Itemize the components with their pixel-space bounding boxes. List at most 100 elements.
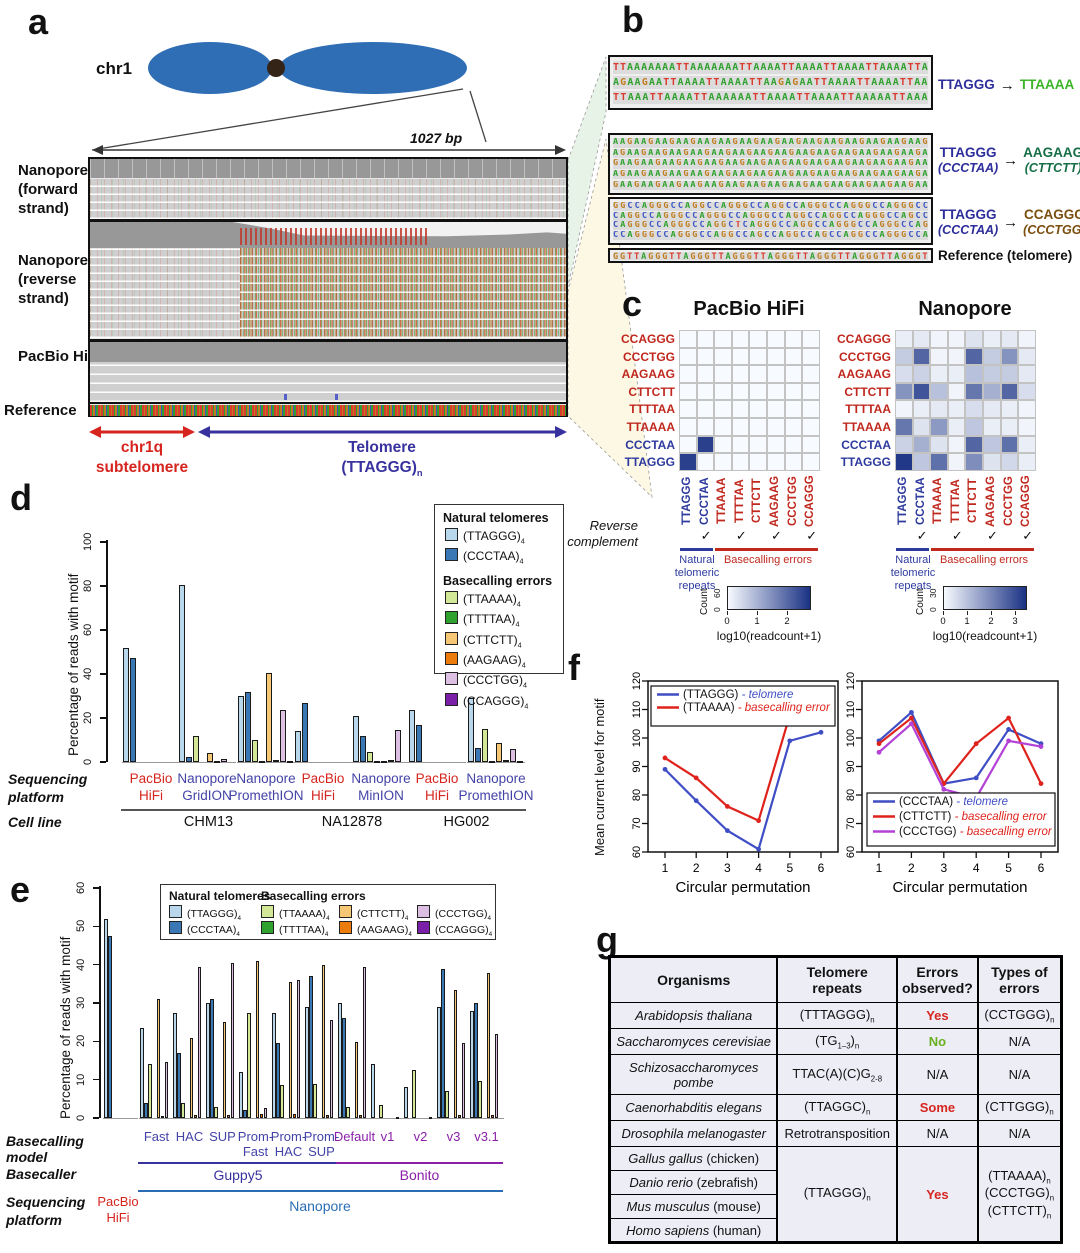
natural-underline bbox=[680, 548, 713, 551]
heatmap-cell bbox=[714, 453, 732, 471]
data-point bbox=[876, 741, 882, 747]
heatmap-cell bbox=[767, 453, 785, 471]
platform-label: PacBio HiFi bbox=[301, 771, 345, 803]
colorbar-tick-label: 0 bbox=[940, 616, 946, 627]
bar-ttttaa bbox=[489, 761, 495, 763]
heatmap-cell bbox=[749, 453, 767, 471]
axis-row-label: Basecaller bbox=[6, 1166, 77, 1182]
heatmap-cell bbox=[947, 435, 966, 454]
legend-swatch bbox=[445, 672, 458, 686]
check-icon: ✓ bbox=[987, 528, 998, 543]
heatmap-cell bbox=[930, 330, 948, 348]
legend-swatch bbox=[445, 590, 458, 604]
legend-entry: (CCCTAA)n - telomere bbox=[899, 796, 1008, 808]
y-tick-label: 110 bbox=[631, 701, 643, 719]
heatmap-cell bbox=[749, 418, 767, 436]
heatmap-cell bbox=[965, 418, 983, 436]
heatmap-cell bbox=[749, 365, 767, 383]
bar-aagaag bbox=[490, 1114, 495, 1118]
platform-label: Nanopore GridION bbox=[177, 771, 237, 803]
motif-from: TTAGGG bbox=[938, 77, 995, 93]
bar-aagaag bbox=[214, 761, 220, 763]
legend-box: Natural telomeres (TTAGGG)4 (CCCTAA)4 Basec… bbox=[434, 504, 564, 710]
bar-aagaag bbox=[160, 1116, 165, 1119]
bar-ccctaa bbox=[309, 976, 313, 1118]
basecalling-model-label: v2 bbox=[413, 1129, 428, 1144]
data-point bbox=[662, 755, 668, 761]
table-cell: Danio rerio (zebrafish) bbox=[608, 1170, 778, 1195]
legend-entry: (CTTCTT)n - basecalling error bbox=[899, 811, 1048, 823]
data-point bbox=[876, 749, 882, 755]
heatmap-cell bbox=[802, 453, 820, 471]
group-baseline bbox=[337, 1118, 373, 1120]
table-cell: TTAC(A)(C)G2-8 bbox=[776, 1054, 897, 1095]
bar-aagaag bbox=[226, 1115, 231, 1118]
basecalling-model-label: Fast bbox=[143, 1129, 170, 1144]
bar-ttaggg bbox=[437, 1006, 441, 1118]
data-point bbox=[1006, 727, 1011, 732]
heatmap-cell bbox=[679, 347, 697, 366]
arrow-right-icon: → bbox=[1003, 151, 1019, 169]
heatmap-cell bbox=[749, 435, 767, 454]
x-axis-label: Circular permutation bbox=[675, 879, 810, 896]
colorbar-tick bbox=[943, 611, 944, 615]
table-row: Caenorhabditis elegans (TTAGGC)n Some (CTTG… bbox=[608, 1094, 1062, 1121]
motif-to: AAGAAG (CTTCTT) bbox=[1023, 145, 1080, 175]
heatmap-row-label: CCAGGG bbox=[837, 332, 891, 346]
table-header: Errors observed? bbox=[895, 956, 978, 1003]
heatmap-cell bbox=[912, 435, 931, 454]
heatmap-cell bbox=[965, 453, 983, 471]
platform-label: Nanopore MinION bbox=[351, 771, 411, 803]
bar-ttaggg bbox=[305, 1006, 309, 1118]
table-cell: N/A bbox=[895, 1054, 978, 1095]
heatmap-cell bbox=[767, 347, 785, 366]
heatmap-cell bbox=[731, 400, 750, 418]
basecaller-bracket bbox=[138, 1162, 338, 1164]
bar-ccctaa bbox=[108, 935, 112, 1118]
y-tick-label: 60 bbox=[631, 846, 643, 858]
table-header: Types of errors bbox=[976, 956, 1062, 1003]
legend-swatch bbox=[261, 905, 274, 918]
bar-aagaag bbox=[193, 1115, 198, 1118]
bar-cttctt bbox=[496, 743, 502, 762]
heatmap-cell bbox=[749, 330, 767, 348]
data-point bbox=[973, 741, 979, 747]
heatmap-cell bbox=[965, 400, 983, 418]
legend-swatch bbox=[261, 921, 274, 934]
legend-swatch bbox=[445, 548, 458, 562]
heatmap-cell bbox=[784, 400, 803, 418]
group-baseline bbox=[370, 1118, 406, 1120]
count-colorbar bbox=[943, 586, 1027, 610]
colorbar-tick bbox=[787, 611, 788, 615]
heatmap-cell bbox=[714, 418, 732, 436]
table-header: Organisms bbox=[608, 956, 778, 1003]
bar-ttaggg bbox=[123, 647, 129, 762]
y-tick-label: 70 bbox=[845, 817, 857, 829]
bar-ttaaaa bbox=[313, 1083, 317, 1118]
natural-repeats-label: Natural telomeric repeats bbox=[674, 554, 720, 593]
heatmap-cell bbox=[731, 382, 750, 401]
heatmap-cell bbox=[912, 347, 931, 366]
track-divider bbox=[88, 219, 568, 222]
bar-ttaaaa bbox=[247, 1012, 251, 1118]
bar-ccctgg bbox=[263, 1108, 268, 1118]
y-tick bbox=[93, 963, 99, 966]
bar-ttaggg bbox=[238, 696, 244, 762]
heatmap-cell bbox=[947, 453, 966, 471]
bar-ccctaa bbox=[186, 756, 192, 762]
basecalling-model-label: v3.1 bbox=[474, 1129, 499, 1144]
check-icon: ✓ bbox=[735, 528, 747, 543]
bar-ttaaaa bbox=[379, 1104, 383, 1118]
table-cell: Saccharomyces cerevisiae bbox=[608, 1028, 778, 1055]
heatmap-cell bbox=[714, 330, 732, 348]
table-cell: Gallus gallus (chicken) bbox=[608, 1146, 778, 1171]
coverage-forward bbox=[90, 159, 566, 178]
bar-ccctaa bbox=[130, 657, 136, 762]
bar-ccctaa bbox=[360, 735, 366, 762]
